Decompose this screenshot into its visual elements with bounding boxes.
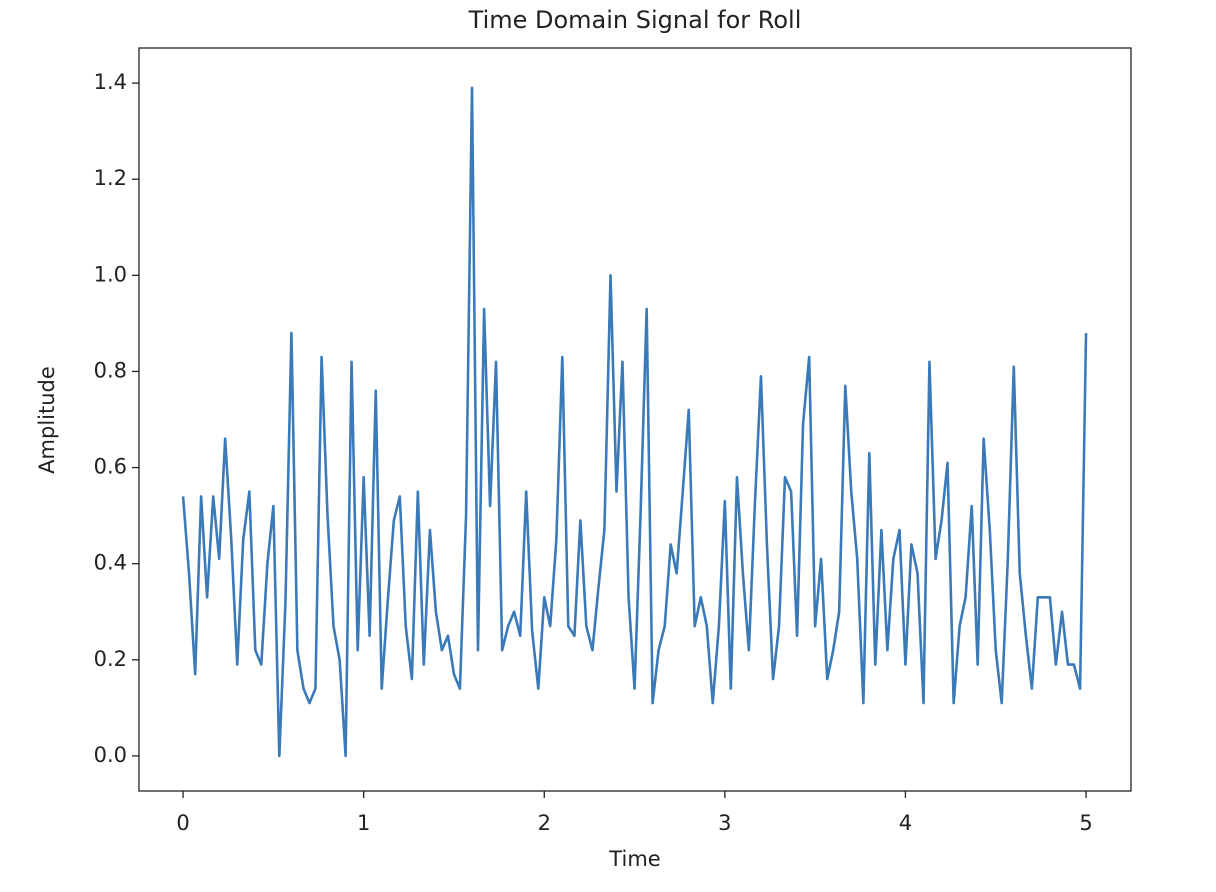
y-tick-label: 0.4 [94,551,127,575]
x-tick-label: 5 [1079,811,1092,835]
y-tick-label: 1.0 [94,262,127,286]
y-tick-label: 1.2 [94,166,127,190]
x-axis-label: Time [608,847,660,871]
chart-title: Time Domain Signal for Roll [468,6,802,34]
plot-frame [138,47,1132,792]
data-line [181,86,1088,758]
y-tick-label: 0.0 [94,743,127,767]
x-tick-label: 1 [357,811,370,835]
x-tick-label: 3 [718,811,731,835]
x-tick-label: 0 [176,811,189,835]
y-tick-label: 0.8 [94,358,127,382]
y-tick-label: 0.6 [94,455,127,479]
y-tick-label: 1.4 [94,70,127,94]
y-tick-label: 0.2 [94,647,127,671]
x-tick-label: 4 [899,811,912,835]
y-axis-label: Amplitude [35,366,59,474]
x-tick-label: 2 [538,811,551,835]
